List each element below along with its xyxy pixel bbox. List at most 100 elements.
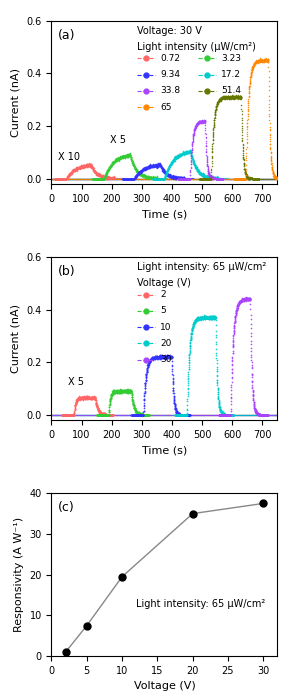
Point bbox=[246, 92, 251, 103]
Point bbox=[148, 355, 153, 366]
Point bbox=[225, 173, 229, 184]
Point bbox=[109, 173, 114, 184]
Point bbox=[198, 173, 202, 184]
Point bbox=[235, 301, 239, 312]
Point bbox=[108, 173, 113, 184]
Point bbox=[239, 173, 244, 184]
Point bbox=[164, 350, 168, 362]
Point bbox=[70, 173, 75, 184]
Point bbox=[86, 409, 91, 420]
Point bbox=[208, 173, 212, 184]
Point bbox=[138, 173, 143, 184]
Point bbox=[109, 173, 113, 184]
Point bbox=[233, 173, 238, 184]
Point bbox=[83, 409, 88, 420]
Point bbox=[91, 392, 96, 403]
Point bbox=[61, 173, 65, 184]
Point bbox=[196, 165, 200, 176]
Point bbox=[123, 409, 128, 420]
Point bbox=[78, 173, 83, 184]
Point bbox=[79, 392, 84, 403]
Point bbox=[255, 173, 260, 184]
Point bbox=[64, 173, 69, 184]
Point bbox=[179, 409, 183, 420]
Point bbox=[96, 409, 100, 420]
Point bbox=[225, 91, 230, 103]
Point bbox=[156, 173, 161, 184]
Point bbox=[76, 173, 81, 184]
Point bbox=[229, 173, 233, 184]
Point bbox=[106, 172, 111, 183]
Point bbox=[157, 159, 162, 170]
Point bbox=[94, 169, 99, 180]
Point bbox=[176, 408, 180, 419]
Point bbox=[164, 352, 168, 363]
Point bbox=[93, 173, 98, 184]
Point bbox=[106, 409, 110, 420]
Point bbox=[56, 409, 61, 420]
Point bbox=[147, 173, 152, 184]
Point bbox=[75, 163, 80, 174]
Point bbox=[115, 409, 120, 420]
Point bbox=[81, 163, 86, 174]
Point bbox=[213, 105, 218, 116]
Point bbox=[156, 352, 161, 363]
Point bbox=[139, 409, 143, 420]
Point bbox=[55, 173, 59, 184]
Point bbox=[248, 74, 253, 85]
Point bbox=[211, 173, 216, 184]
Point bbox=[243, 409, 248, 420]
Point bbox=[96, 173, 100, 184]
Point bbox=[257, 56, 261, 67]
Point bbox=[71, 173, 76, 184]
Point bbox=[274, 173, 279, 184]
Point bbox=[129, 173, 134, 184]
Point bbox=[275, 173, 279, 184]
Point bbox=[59, 409, 63, 420]
Point bbox=[257, 409, 262, 420]
Point bbox=[92, 164, 96, 175]
Point bbox=[92, 173, 97, 184]
Point bbox=[176, 409, 181, 420]
Point bbox=[186, 173, 191, 184]
Point bbox=[104, 173, 108, 184]
Point bbox=[118, 151, 122, 163]
Point bbox=[229, 173, 233, 184]
Point bbox=[217, 94, 222, 105]
Point bbox=[246, 173, 251, 184]
Point bbox=[195, 173, 199, 184]
Point bbox=[167, 409, 172, 420]
Point bbox=[101, 173, 105, 184]
Point bbox=[78, 173, 82, 184]
Point bbox=[114, 173, 119, 184]
Point bbox=[123, 173, 127, 184]
Point bbox=[211, 173, 215, 184]
Point bbox=[86, 393, 91, 404]
Point bbox=[186, 379, 190, 390]
Point bbox=[135, 165, 139, 177]
Point bbox=[232, 316, 237, 327]
Point bbox=[236, 298, 241, 309]
Point bbox=[122, 173, 126, 184]
Point bbox=[185, 173, 190, 184]
Point bbox=[201, 173, 206, 184]
Point bbox=[106, 409, 111, 420]
Point bbox=[248, 173, 252, 184]
Point bbox=[111, 409, 116, 420]
Point bbox=[86, 158, 91, 170]
Point bbox=[217, 173, 221, 184]
Point bbox=[72, 173, 77, 184]
Point bbox=[198, 409, 203, 420]
Point bbox=[194, 163, 199, 174]
Point bbox=[107, 173, 111, 184]
Point bbox=[159, 409, 164, 420]
Point bbox=[165, 168, 170, 179]
Point bbox=[253, 409, 257, 420]
Point bbox=[180, 409, 184, 420]
Point bbox=[247, 295, 251, 306]
Point bbox=[190, 409, 195, 420]
Point bbox=[57, 173, 61, 184]
Point bbox=[63, 173, 68, 184]
Point bbox=[104, 409, 109, 420]
Point bbox=[206, 173, 210, 184]
